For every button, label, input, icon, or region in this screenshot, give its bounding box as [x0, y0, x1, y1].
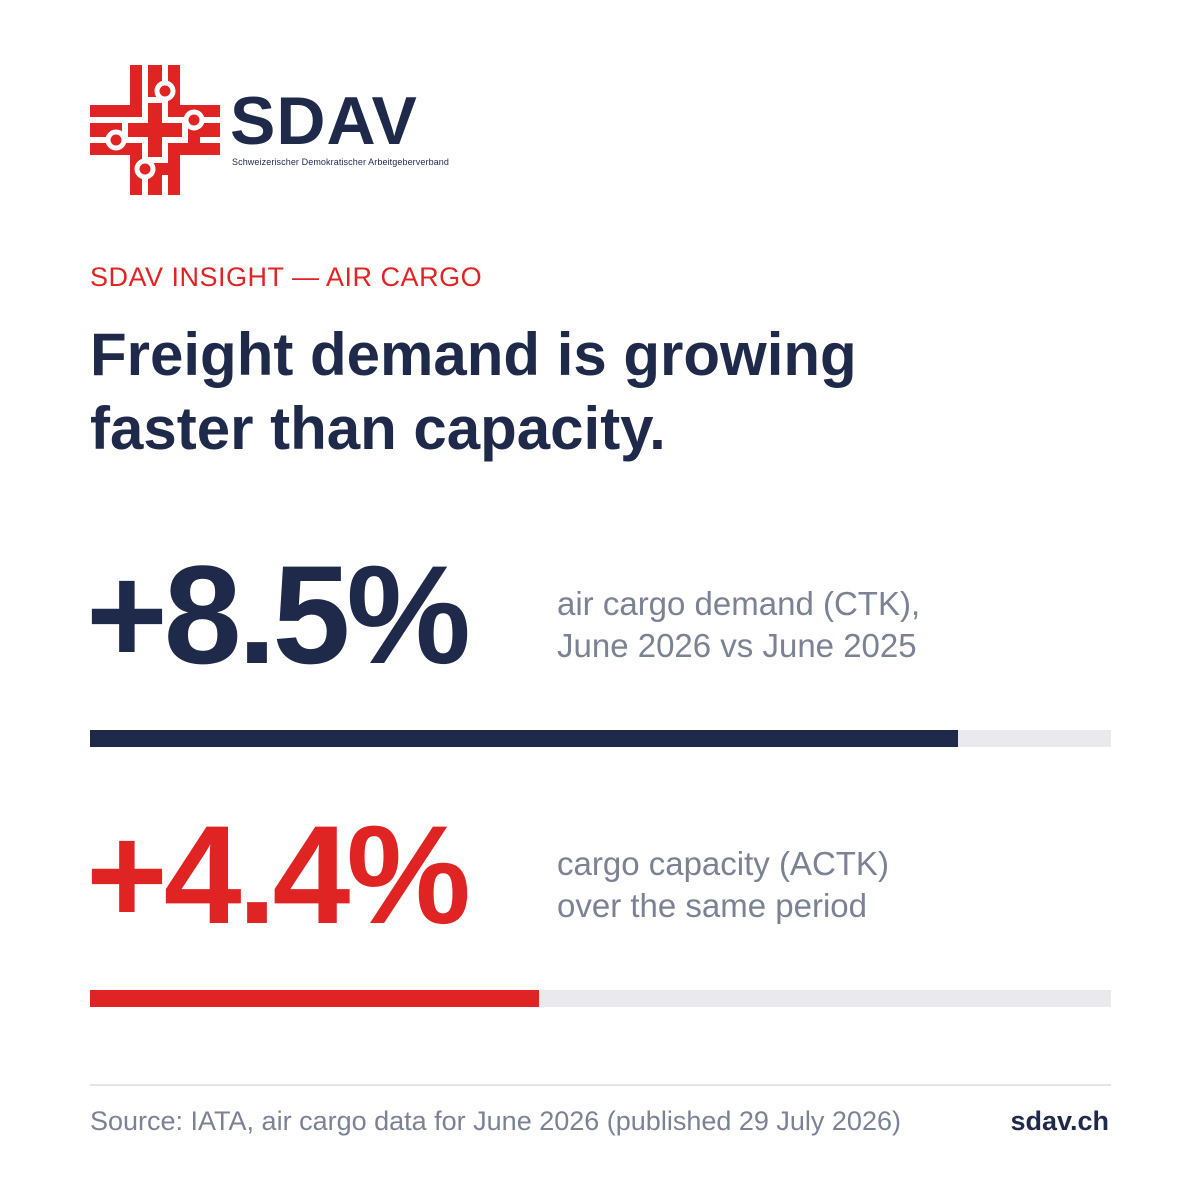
- capacity-progress-bar: [90, 990, 1111, 1007]
- capacity-desc-line-1: cargo capacity (ACTK): [557, 845, 889, 882]
- website-link[interactable]: sdav.ch: [1010, 1106, 1109, 1136]
- demand-desc-line-2: June 2026 vs June 2025: [557, 627, 917, 664]
- section-eyebrow: SDAV INSIGHT — AIR CARGO: [90, 262, 483, 292]
- demand-desc-line-1: air cargo demand (CTK),: [557, 585, 921, 622]
- headline-line-1: Freight demand is growing: [90, 321, 857, 388]
- headline-line-2: faster than capacity.: [90, 395, 666, 462]
- demand-progress-fill: [90, 730, 958, 747]
- capacity-stat-description: cargo capacity (ACTK) over the same peri…: [557, 843, 1117, 927]
- capacity-progress-fill: [90, 990, 540, 1007]
- capacity-stat-value: +4.4%: [86, 796, 471, 953]
- brand-tagline: Schweizerischer Demokratischer Arbeitgeb…: [232, 157, 449, 167]
- demand-progress-bar: [90, 730, 1111, 747]
- headline: Freight demand is growing faster than ca…: [90, 318, 1090, 466]
- demand-stat-description: air cargo demand (CTK), June 2026 vs Jun…: [557, 583, 1117, 667]
- brand-logo: SDAV Schweizerischer Demokratischer Arbe…: [90, 65, 449, 195]
- brand-name: SDAV: [230, 83, 418, 159]
- capacity-desc-line-2: over the same period: [557, 887, 868, 924]
- swiss-cross-circuit-icon: [90, 65, 220, 195]
- source-note: Source: IATA, air cargo data for June 20…: [90, 1106, 901, 1136]
- demand-stat-value: +8.5%: [86, 536, 471, 693]
- footer-divider: [90, 1084, 1111, 1086]
